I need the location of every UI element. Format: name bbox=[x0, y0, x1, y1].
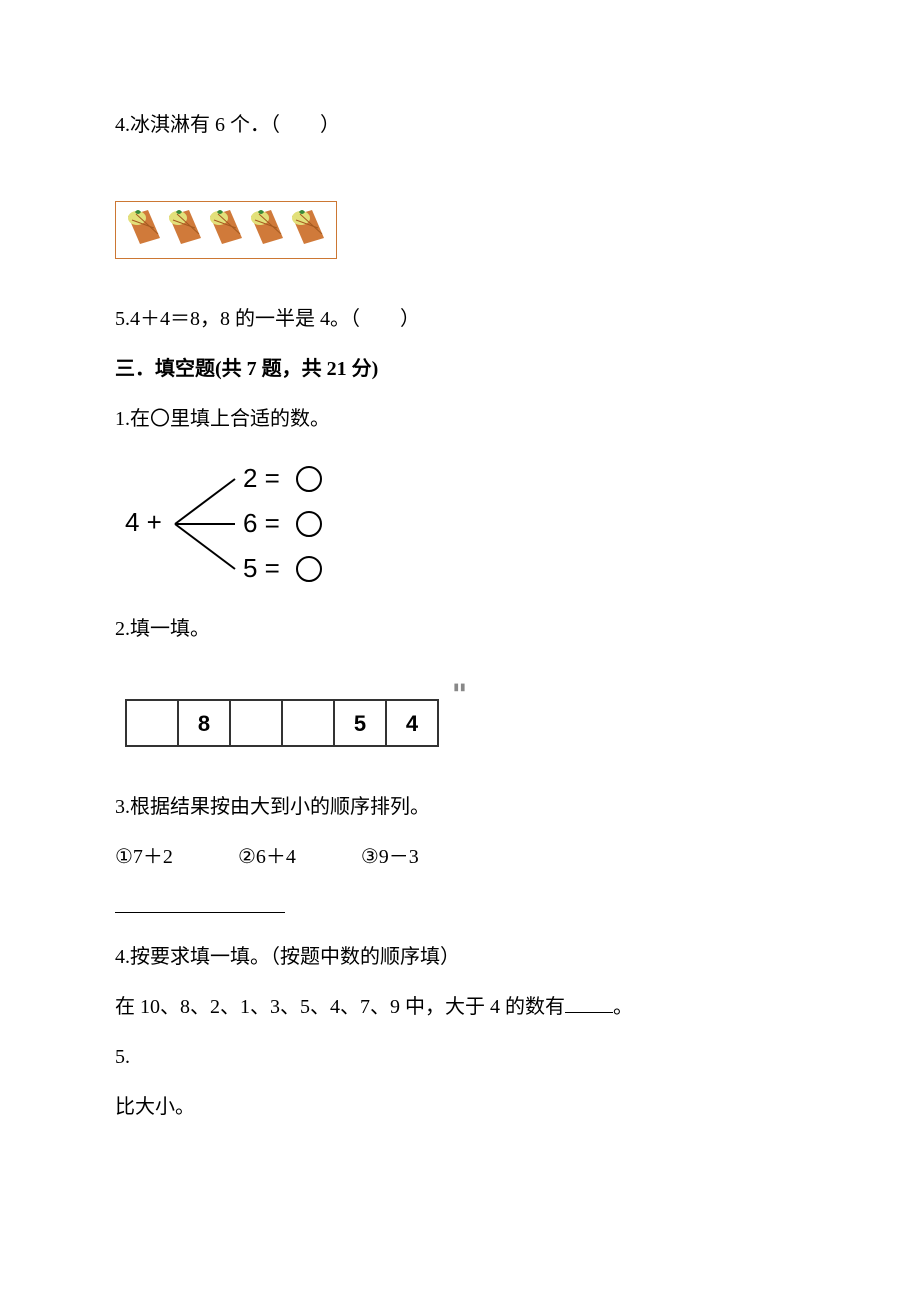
q5-text: 4＋4＝8，8 的一半是 4。（ ） bbox=[130, 308, 420, 330]
q5-prefix: 5. bbox=[115, 308, 130, 330]
addition-branch-diagram: 4 + 2 = 6 = 5 = bbox=[125, 459, 805, 589]
q4-prefix: 4. bbox=[115, 114, 130, 136]
q5-line: 5.4＋4＝8，8 的一半是 4。（ ） bbox=[115, 304, 805, 334]
s3q4-body-after: 。 bbox=[613, 996, 633, 1018]
answer-circle-icon bbox=[297, 512, 321, 536]
answer-blank bbox=[565, 994, 613, 1013]
s3q5-prefix-line: 5. bbox=[115, 1042, 805, 1072]
s3q3-line: 3.根据结果按由大到小的顺序排列。 bbox=[115, 792, 805, 822]
q4-line: 4.冰淇淋有 6 个．（ ） bbox=[115, 110, 805, 140]
q4-text: 冰淇淋有 6 个．（ ） bbox=[130, 114, 340, 136]
section3-header: 三．填空题(共 7 题，共 21 分) bbox=[115, 354, 805, 384]
icecream-row bbox=[115, 201, 337, 259]
pause-marker: ▮▮ bbox=[453, 680, 466, 695]
s3q2-text: 填一填。 bbox=[130, 618, 210, 640]
branch-left-text: 4 + bbox=[125, 507, 162, 537]
s3q3-answer-line bbox=[115, 892, 805, 922]
s3q3-text: 根据结果按由大到小的顺序排列。 bbox=[130, 796, 430, 818]
expr-3: ③9－3 bbox=[361, 842, 419, 872]
s3q4-line: 4.按要求填一填。（按题中数的顺序填） bbox=[115, 942, 805, 972]
s3q3-expressions: ①7＋2 ②6＋4 ③9－3 bbox=[115, 842, 805, 872]
answer-blank bbox=[115, 894, 285, 913]
seq-cell: 8 bbox=[178, 700, 230, 746]
expr-2: ②6＋4 bbox=[238, 842, 296, 872]
worksheet-page: 4.冰淇淋有 6 个．（ ） bbox=[0, 0, 920, 1302]
s3q4-body-before: 在 10、8、2、1、3、5、4、7、9 中，大于 4 的数有 bbox=[115, 996, 565, 1018]
s3q4-body: 在 10、8、2、1、3、5、4、7、9 中，大于 4 的数有 。 bbox=[115, 992, 805, 1022]
seq-cell: 5 bbox=[334, 700, 386, 746]
s3q1-line: 1.在〇里填上合适的数。 bbox=[115, 404, 805, 434]
s3q3-prefix: 3. bbox=[115, 796, 130, 818]
s3q2-line: 2.填一填。 bbox=[115, 614, 805, 644]
s3q5-body: 比大小。 bbox=[115, 1092, 805, 1122]
icecream-icon bbox=[288, 208, 328, 252]
seq-cell bbox=[230, 700, 282, 746]
s3q1-prefix: 1. bbox=[115, 408, 130, 430]
icecream-icon bbox=[124, 208, 164, 252]
answer-circle-icon bbox=[297, 557, 321, 581]
icecream-icon bbox=[165, 208, 205, 252]
s3q4-prefix: 4. bbox=[115, 946, 130, 968]
s3q1-text: 在〇里填上合适的数。 bbox=[130, 408, 330, 430]
expr-1: ①7＋2 bbox=[115, 842, 173, 872]
seq-cell bbox=[282, 700, 334, 746]
seq-cell bbox=[126, 700, 178, 746]
number-sequence-table: 8 5 4 bbox=[125, 699, 439, 747]
icecream-icon bbox=[206, 208, 246, 252]
seq-cell: 4 bbox=[386, 700, 438, 746]
s3q2-prefix: 2. bbox=[115, 618, 130, 640]
answer-circle-icon bbox=[297, 467, 321, 491]
s3q5-prefix: 5. bbox=[115, 1046, 130, 1068]
branch-row-3: 5 = bbox=[243, 553, 280, 583]
branch-row-2: 6 = bbox=[243, 508, 280, 538]
branch-row-1: 2 = bbox=[243, 463, 280, 493]
icecream-icon bbox=[247, 208, 287, 252]
s3q4-text: 按要求填一填。（按题中数的顺序填） bbox=[130, 946, 460, 968]
